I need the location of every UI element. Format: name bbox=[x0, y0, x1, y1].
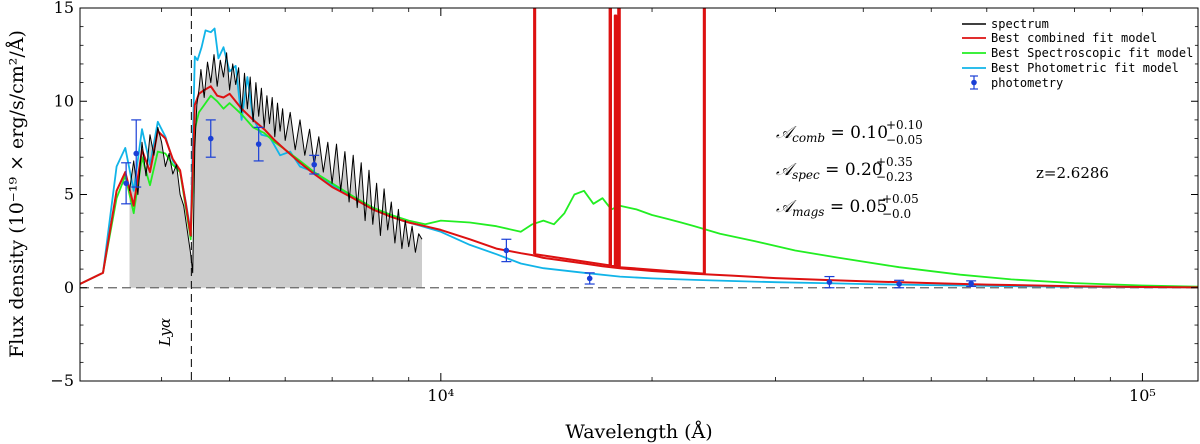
legend-label-combined: Best combined fit model bbox=[991, 31, 1157, 45]
annotation-a-mags-base: 𝒜 bbox=[776, 197, 797, 217]
annotation-a-mags-minus: −0.0 bbox=[882, 207, 911, 221]
x-axis-title: Wavelength (Å) bbox=[565, 421, 712, 443]
photometry-marker bbox=[311, 161, 318, 168]
annotation-a-spec-plus: +0.35 bbox=[876, 155, 913, 169]
legend-swatch-photometry-marker bbox=[971, 79, 977, 86]
annotation-a-comb-value: = 0.10 bbox=[825, 123, 888, 143]
legend-label-photometric: Best Photometric fit model bbox=[991, 61, 1179, 75]
annotation-a-mags-sub: mags bbox=[792, 205, 824, 219]
series-lines bbox=[80, 8, 1198, 289]
annotation-a-comb: 𝒜comb = 0.10 +0.10 −0.05 bbox=[776, 118, 923, 147]
photometry-marker bbox=[503, 247, 510, 254]
annotation-a-mags-plus: +0.05 bbox=[882, 192, 919, 206]
y-tick-label: 10 bbox=[54, 91, 74, 110]
annotation-a-comb-text: 𝒜comb = 0.10 bbox=[776, 123, 888, 145]
annotation-a-spec-value: = 0.20 bbox=[820, 160, 883, 180]
legend-entry-spectroscopic: Best Spectroscopic fit model bbox=[962, 46, 1193, 60]
annotation-a-spec-sub: spec bbox=[792, 168, 820, 182]
photometry-points bbox=[121, 119, 977, 289]
legend-entry-spectrum: spectrum bbox=[962, 17, 1049, 31]
legend-label-spectroscopic: Best Spectroscopic fit model bbox=[991, 46, 1193, 60]
photometry-point bbox=[309, 154, 320, 175]
annotation-a-comb-sub: comb bbox=[792, 131, 825, 145]
annotation-a-spec-minus: −0.23 bbox=[876, 170, 913, 184]
annotation-a-spec-text: 𝒜spec = 0.20 bbox=[776, 160, 883, 182]
y-axis-title: Flux density (10⁻¹⁹ × erg/s/cm²/Å) bbox=[6, 30, 28, 358]
photometry-marker bbox=[207, 135, 214, 142]
photometry-point bbox=[131, 119, 142, 188]
annotation-a-comb-base: 𝒜 bbox=[776, 123, 797, 143]
photometry-marker bbox=[896, 281, 902, 287]
photometry-marker bbox=[133, 150, 140, 157]
y-tick-label: 15 bbox=[54, 0, 74, 17]
spectrum-fill bbox=[129, 52, 422, 288]
legend-entry-photometric: Best Photometric fit model bbox=[962, 61, 1179, 75]
x-tick-label: 10⁵ bbox=[1129, 386, 1156, 405]
photometry-marker bbox=[255, 141, 262, 147]
x-tick-label: 10⁴ bbox=[427, 386, 454, 405]
annotation-a-mags-text: 𝒜mags = 0.05 bbox=[776, 197, 887, 219]
legend: spectrum Best combined fit model Best Sp… bbox=[955, 12, 1195, 92]
photometry-marker bbox=[826, 279, 833, 285]
spectrum-fill-area bbox=[129, 52, 422, 288]
legend-label-photometry: photometry bbox=[991, 76, 1063, 90]
series-spectrum bbox=[129, 52, 423, 274]
photometry-point bbox=[205, 119, 216, 158]
photometry-point bbox=[894, 279, 905, 289]
photometry-point bbox=[501, 238, 512, 263]
y-tick-label: 5 bbox=[64, 185, 74, 204]
y-tick-label: 0 bbox=[64, 278, 74, 297]
photometry-point bbox=[966, 280, 977, 288]
legend-entry-photometry: photometry bbox=[970, 75, 1063, 90]
annotation-a-comb-minus: −0.05 bbox=[886, 133, 923, 147]
photometry-point bbox=[253, 126, 264, 162]
redshift-label: z=2.6286 bbox=[1036, 164, 1109, 182]
y-tick-label: −5 bbox=[50, 371, 74, 390]
annotation-a-spec: 𝒜spec = 0.20 +0.35 −0.23 bbox=[776, 155, 913, 184]
lyman-alpha-label: Lyα bbox=[156, 318, 174, 347]
annotation-a-mags: 𝒜mags = 0.05 +0.05 −0.0 bbox=[776, 192, 919, 221]
legend-label-spectrum: spectrum bbox=[991, 17, 1049, 31]
photometry-marker bbox=[123, 180, 129, 187]
legend-entry-combined: Best combined fit model bbox=[962, 31, 1157, 45]
photometry-point bbox=[824, 275, 835, 289]
photometry-point bbox=[121, 162, 132, 205]
annotation-a-comb-plus: +0.10 bbox=[886, 118, 923, 132]
series-best-combined-fit-model-emission-lines bbox=[533, 8, 706, 275]
legend-box bbox=[955, 12, 1195, 92]
annotation-a-spec-base: 𝒜 bbox=[776, 160, 797, 180]
annotation-a-mags-value: = 0.05 bbox=[824, 197, 887, 217]
photometry-marker bbox=[968, 280, 974, 287]
photometry-point bbox=[584, 272, 595, 285]
photometry-marker bbox=[586, 275, 593, 282]
